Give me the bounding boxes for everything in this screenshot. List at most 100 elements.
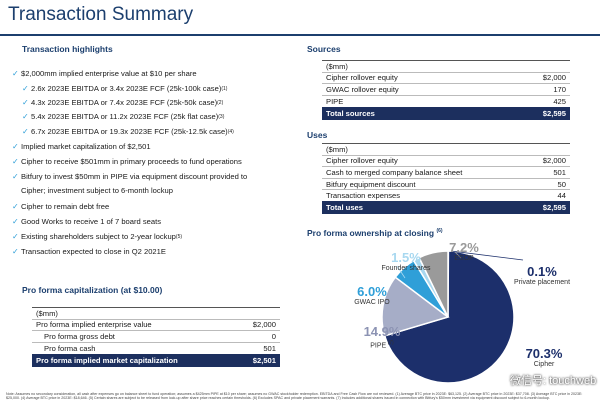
check-icon: ✓	[12, 172, 19, 182]
check-icon: ✓	[22, 83, 29, 93]
table-unit-row: ($mm)	[322, 143, 570, 156]
highlight-text: 6.7x 2023E EBITDA or 19.3x 2023E FCF (25…	[31, 126, 228, 136]
unit-spacer	[237, 307, 280, 320]
pie-slice-cipher	[383, 250, 515, 384]
highlight-text: Implied market capitalization of $2,501	[21, 141, 151, 151]
leader-line	[454, 251, 462, 259]
highlight-text: Good Works to receive 1 of 7 board seats	[21, 216, 161, 226]
highlight-text: Transaction expected to close in Q2 2021…	[21, 247, 166, 257]
row-value: $2,000	[237, 318, 280, 331]
highlight-item: ✓ Bitfury to invest $50mm in PIPE via equ…	[12, 172, 312, 182]
slice-percent: 6.0%	[357, 284, 387, 299]
highlight-text: Cipher; investment subject to 6-month lo…	[21, 186, 173, 196]
highlight-item: ✓ 6.7x 2023E EBITDA or 19.3x 2023E FCF (2…	[12, 127, 312, 137]
highlight-text: 5.4x 2023E EBITDA or 11.2x 2023E FCF (25…	[31, 112, 219, 122]
table-row: Cipher rollover equity $2,000	[322, 154, 570, 167]
slice-percent: 14.9%	[363, 324, 401, 339]
highlight-text: 2.6x 2023E EBITDA or 3.4x 2023E FCF (25k…	[31, 83, 222, 93]
highlight-text: $2,000mm implied enterprise value at $10…	[21, 69, 197, 79]
check-icon: ✓	[22, 97, 29, 107]
highlight-text: 4.3x 2023E EBITDA or 7.4x 2023E FCF (25k…	[31, 97, 218, 107]
row-label: Pro forma cash	[32, 341, 238, 354]
row-value: 425	[500, 94, 570, 107]
highlights-list: ✓ $2,000mm implied enterprise value at $1…	[12, 64, 312, 257]
slice-name: Private placement	[513, 279, 571, 287]
slice-percent: 1.5%	[391, 250, 421, 265]
highlight-note: (5)	[175, 233, 183, 240]
row-label: Cipher rollover equity	[322, 71, 501, 84]
highlight-note: (1)	[221, 85, 228, 92]
total-label: Total uses	[322, 201, 526, 215]
total-label: Total sources	[322, 106, 501, 120]
unit-label: ($mm)	[322, 60, 501, 73]
slice-name: Founder shares	[377, 265, 435, 273]
total-value: $2,595	[500, 106, 570, 120]
check-icon: ✓	[12, 141, 19, 151]
slice-label-esop: 7.2% ESOP	[435, 240, 493, 263]
row-value: $2,000	[525, 154, 570, 167]
highlight-text: Cipher to remain debt free	[21, 201, 110, 211]
watermark: 微信号: touchweb	[510, 375, 597, 387]
leader-line	[450, 250, 524, 261]
slice-name: GWAC IPO	[343, 299, 401, 307]
slice-label-cipher: 70.3% Cipher	[515, 346, 573, 369]
row-label: Cipher rollover equity	[322, 154, 526, 167]
slice-label-private-placement: 0.1% Private placement	[513, 264, 571, 287]
table-row: PIPE 425	[322, 94, 570, 107]
row-label: Pro forma implied enterprise value	[32, 318, 238, 331]
highlight-item: ✓ Existing shareholders subject to 2-year…	[12, 232, 312, 242]
check-icon: ✓	[12, 69, 19, 79]
ownership-heading: Pro forma ownership at closing (6)	[307, 228, 443, 238]
row-value: 501	[237, 341, 280, 354]
unit-spacer	[525, 143, 570, 156]
slice-name-text: Cipher	[533, 361, 555, 368]
slice-name-text: GWAC IPO	[354, 299, 390, 306]
unit-label: ($mm)	[322, 143, 526, 156]
check-icon: ✓	[12, 201, 19, 211]
table-total-row: Total uses $2,595	[322, 201, 570, 215]
ownership-pie-chart: 70.3% Cipher 14.9% PIPE (7) 6.0% GWAC IPO 1.5%…	[305, 238, 600, 388]
row-value: 0	[237, 330, 280, 343]
capitalization-heading: Pro forma capitalization (at $10.00)	[22, 285, 163, 295]
highlights-heading: Transaction highlights	[22, 44, 113, 54]
highlight-item: ✓ 5.4x 2023E EBITDA or 11.2x 2023E FCF (2…	[12, 112, 312, 122]
check-icon: ✓	[22, 112, 29, 122]
unit-spacer	[500, 60, 570, 73]
check-icon: ✓	[12, 216, 19, 226]
slice-label-pipe: 14.9% PIPE (7)	[353, 324, 411, 350]
highlight-note: (3)	[218, 114, 225, 121]
row-value: 50	[525, 177, 570, 190]
row-label: Bitfury equipment discount	[322, 177, 526, 190]
slice-name-text: PIPE	[370, 342, 387, 350]
slice-note: (7)	[386, 340, 394, 346]
row-value: 170	[500, 83, 570, 96]
total-label: Pro forma implied market capitalization	[32, 353, 238, 367]
table-unit-row: ($mm)	[32, 307, 280, 320]
ownership-heading-note: (6)	[436, 228, 443, 235]
highlight-note: (2)	[217, 99, 224, 106]
table-row: GWAC rollover equity 170	[322, 83, 570, 96]
highlight-item: Cipher; investment subject to 6-month lo…	[12, 186, 312, 196]
row-label: PIPE	[322, 94, 501, 107]
row-label: Pro forma gross debt	[32, 330, 238, 343]
slice-label-gwac-ipo: 6.0% GWAC IPO	[343, 284, 401, 307]
check-icon: ✓	[12, 231, 19, 241]
page-title: Transaction Summary	[8, 4, 194, 25]
sources-heading: Sources	[307, 44, 341, 54]
row-label: GWAC rollover equity	[322, 83, 501, 96]
slice-name-text: Private placement	[513, 279, 571, 286]
table-total-row: Pro forma implied market capitalization $…	[32, 353, 280, 367]
highlight-text: Bitfury to invest $50mm in PIPE via equi…	[21, 172, 248, 182]
row-value: 44	[525, 189, 570, 202]
highlight-item: ✓ $2,000mm implied enterprise value at $1…	[12, 69, 312, 79]
highlight-item: ✓ Cipher to remain debt free	[12, 202, 312, 212]
slice-name: PIPE (7)	[353, 339, 411, 350]
table-row: Pro forma gross debt 0	[32, 330, 280, 343]
check-icon: ✓	[12, 157, 19, 167]
table-total-row: Total sources $2,595	[322, 106, 570, 120]
table-row: Cipher rollover equity $2,000	[322, 71, 570, 84]
footnote: Note: Assumes no secondary consideration…	[6, 392, 583, 401]
row-value: 501	[525, 166, 570, 179]
slice-name-text: Founder shares	[381, 265, 431, 272]
